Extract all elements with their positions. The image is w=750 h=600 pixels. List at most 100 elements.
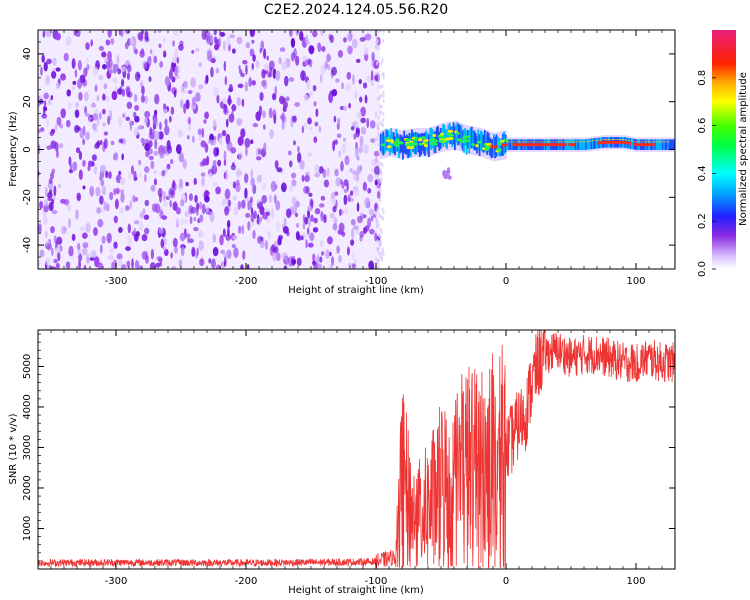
noise-speckle [150,160,155,170]
noise-speckle [38,182,41,192]
snr-xlabel: Height of straight line (km) [288,585,424,596]
noise-fringe [380,179,383,184]
signal-core [507,139,510,150]
noise-speckle [286,96,290,102]
signal-core [581,139,584,150]
noise-speckle [103,131,109,136]
signal-core [472,130,474,149]
signal-highlight [406,146,411,150]
noise-fringe [380,230,383,235]
noise-speckle [163,109,168,114]
signal-highlight [404,143,410,147]
noise-speckle [51,210,58,215]
signal-edge [601,139,603,141]
signal-core [398,136,400,159]
noise-speckle [288,30,293,38]
noise-speckle [111,90,118,101]
signal-highlight [447,129,454,133]
noise-speckle [67,101,72,110]
noise-speckle [180,85,186,92]
noise-speckle [154,109,158,116]
signal-edge [665,141,667,143]
noise-speckle [153,150,159,156]
noise-speckle [109,247,115,254]
noise-speckle [100,179,105,187]
noise-speckle [150,184,156,192]
noise-speckle [353,258,357,265]
signal-edge [520,141,522,143]
noise-speckle [273,114,277,125]
noise-speckle [169,190,175,196]
noise-speckle [97,218,104,228]
snr-xtick-label: -200 [235,576,258,587]
noise-speckle [41,54,45,63]
signal-core [493,134,495,155]
noise-speckle [159,60,164,68]
noise-speckle [242,60,248,65]
signal-hot [569,143,572,147]
noise-speckle [140,94,145,103]
noise-speckle [186,233,191,238]
noise-speckle [273,194,277,204]
noise-speckle [163,201,169,207]
noise-speckle [287,150,292,156]
signal-hot [615,140,617,144]
signal-edge [555,141,558,143]
noise-speckle [369,228,375,235]
noise-speckle [241,98,245,107]
signal-hot [598,141,601,145]
noise-speckle [125,246,131,251]
signal-highlight [466,135,471,139]
noise-speckle [278,57,282,65]
noise-speckle [107,115,111,125]
signal-edge [599,139,601,141]
noise-speckle [187,90,193,95]
noise-fringe [377,84,380,89]
noise-speckle [46,192,53,199]
noise-speckle [336,122,340,131]
signal-highlight [395,144,400,148]
noise-speckle [274,85,277,96]
noise-speckle [180,245,185,257]
signal-highlight [432,134,437,138]
noise-speckle [94,84,98,93]
noise-speckle [150,248,155,260]
signal-core [655,139,658,150]
signal-core [589,138,591,150]
signal-highlight [484,146,489,150]
noise-speckle [318,166,324,174]
noise-speckle [314,172,321,178]
noise-speckle [231,243,236,249]
signal-edge [510,141,512,143]
signal-edge [506,141,508,143]
noise-speckle [137,125,142,130]
noise-speckle [248,77,252,88]
noise-speckle [91,161,95,167]
noise-speckle [169,199,172,208]
noise-speckle [231,235,238,240]
noise-fringe [376,208,379,213]
noise-speckle [141,85,145,95]
noise-speckle [198,229,204,238]
noise-speckle [126,101,133,110]
noise-speckle [92,66,99,76]
noise-speckle [148,76,152,83]
noise-speckle [276,221,280,233]
noise-fringe [380,176,383,181]
signal-edge [635,141,637,143]
noise-speckle [351,228,355,240]
noise-speckle [297,145,300,153]
signal-core [482,134,485,153]
noise-speckle [154,203,161,214]
noise-speckle [46,58,52,65]
noise-fringe [381,58,384,63]
noise-speckle [143,227,150,235]
noise-speckle [131,195,136,203]
noise-speckle [338,255,342,263]
noise-speckle [144,110,151,119]
signal-hot [646,143,649,147]
noise-fringe [376,71,379,76]
noise-speckle [118,226,123,234]
noise-speckle [105,202,110,212]
